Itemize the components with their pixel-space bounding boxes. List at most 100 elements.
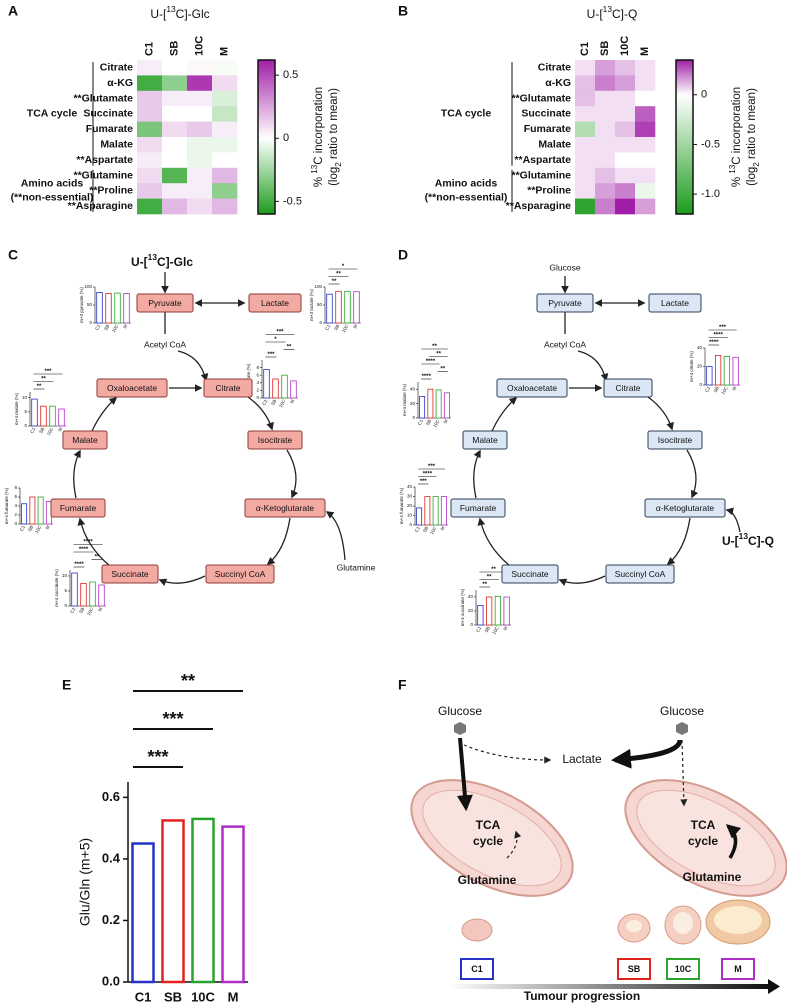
row-label: Succinate <box>521 108 571 120</box>
bar <box>123 293 130 324</box>
bar <box>427 388 434 419</box>
heatmap-cell <box>595 167 616 184</box>
metabolite-label: Lactate <box>661 298 689 308</box>
y-tick-label: 0 <box>64 603 67 608</box>
y-axis-label: m+4 malate (%) <box>14 393 19 425</box>
heatmap-cell <box>187 198 213 215</box>
panel-label: A <box>8 3 18 19</box>
colorbar-tick-label: 0.5 <box>283 69 298 81</box>
heatmap-cell <box>595 198 616 215</box>
bar <box>40 405 47 427</box>
metabolite-label: Citrate <box>215 383 240 393</box>
metabolite-label: Oxaloacetate <box>107 383 157 393</box>
metabolite-label: Pyruvate <box>548 298 582 308</box>
x-tick-label: SB <box>164 989 182 1004</box>
pathway-arrows <box>73 272 346 586</box>
colorbar-label-part: C incorporation <box>731 87 743 165</box>
significance-label: ** <box>336 272 341 278</box>
y-tick-label: 4 <box>256 380 259 385</box>
significance-label: * <box>274 337 277 343</box>
x-tick-label: C1 <box>324 323 331 331</box>
heatmap-cell <box>595 152 616 169</box>
heatmap-cell <box>575 183 596 199</box>
row-label: Fumarate <box>524 123 571 135</box>
significance-label: *** <box>147 747 168 767</box>
pathway-label: Acetyl CoA <box>544 339 586 349</box>
colorbar-label-part: (log <box>746 167 758 186</box>
colorbar <box>257 59 276 215</box>
significance-label: *** <box>719 325 727 331</box>
heatmap-cell <box>575 90 596 107</box>
heatmap-cell <box>635 183 656 199</box>
pathway-source-part: C]-Glc <box>157 255 193 269</box>
y-axis-label: m+4 succinate (%) <box>54 569 59 607</box>
heatmap-cell <box>212 198 238 215</box>
metabolite-node <box>101 564 159 584</box>
colorbar-label-part: 2 <box>334 162 343 167</box>
heatmap-cell <box>595 106 616 122</box>
colorbar-label-part: 2 <box>752 162 761 167</box>
heatmap-cell <box>635 167 656 184</box>
y-tick-label: 100 <box>84 284 92 289</box>
heatmap-cell <box>187 106 213 122</box>
heatmap-cell <box>635 121 656 138</box>
heatmap-cell <box>212 152 238 169</box>
y-axis-label: m+4 fumarate (%) <box>399 487 404 524</box>
x-tick-label: M <box>97 606 103 612</box>
x-tick-label: SB <box>270 399 277 407</box>
metabolite-label: Fumarate <box>460 503 497 513</box>
heatmap-cell <box>187 152 213 169</box>
x-tick-label: 10C <box>491 625 500 635</box>
metabolite-label: Succinyl CoA <box>215 569 266 579</box>
bar <box>21 503 28 525</box>
heatmap-cell <box>212 137 238 153</box>
metabolite-label: Succinate <box>111 569 149 579</box>
significance-label: **** <box>422 374 432 380</box>
row-label: **Glutamate <box>511 92 571 104</box>
heatmap-cell <box>137 121 163 138</box>
y-axis-label: m+4 succinate (%) <box>460 588 465 626</box>
significance-label: **** <box>74 562 84 568</box>
column-label: SB <box>599 41 611 56</box>
bar <box>272 378 279 399</box>
colorbar <box>675 59 694 215</box>
heatmap-cell <box>615 60 636 76</box>
metabolite-node <box>462 430 508 450</box>
row-label: Citrate <box>538 61 571 73</box>
scheme-input: Glutamine <box>683 870 742 884</box>
stage-label: SB <box>628 964 641 974</box>
y-tick-label: 20 <box>697 364 703 369</box>
row-label: Citrate <box>100 61 133 73</box>
heatmap-cell <box>187 121 213 138</box>
bar <box>49 405 56 427</box>
pathway-source-part: 13 <box>148 252 158 262</box>
bar <box>715 354 722 386</box>
y-tick-label: 100 <box>314 284 322 289</box>
x-tick-label: SB <box>38 427 45 435</box>
bar <box>281 374 288 399</box>
column-label: C1 <box>143 42 155 56</box>
metabolite-label: Fumarate <box>60 503 97 513</box>
y-tick-label: 40 <box>468 594 474 599</box>
heatmap-cell <box>212 106 238 122</box>
significance-label: *** <box>276 330 284 336</box>
bar <box>477 605 484 626</box>
heatmap-cell <box>212 90 238 107</box>
y-tick-label: 0 <box>470 622 473 627</box>
x-tick-label: C1 <box>261 398 268 406</box>
chart-title-part: U-[ <box>587 7 604 21</box>
metabolite-label: Succinate <box>511 569 549 579</box>
stage-box <box>721 958 755 980</box>
pathway-arrows <box>473 276 741 586</box>
bar <box>424 496 431 526</box>
y-tick-label: 10 <box>407 513 413 518</box>
colorbar-tick-label: -1.0 <box>701 188 720 200</box>
row-label: α-KG <box>545 77 571 89</box>
significance-label: ** <box>332 279 337 285</box>
bar <box>435 389 442 419</box>
row-label: **Asparagine <box>506 200 572 212</box>
heatmap-cell <box>137 60 163 76</box>
heatmap-cell <box>162 75 188 92</box>
metabolite-label: Succinyl CoA <box>615 569 666 579</box>
